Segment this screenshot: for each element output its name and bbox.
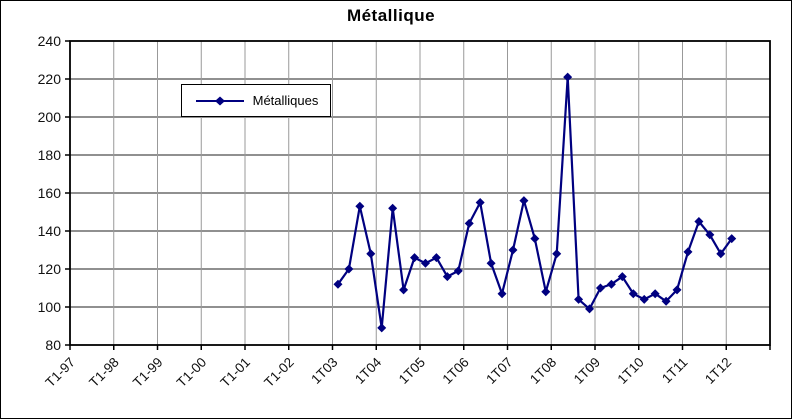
x-tick-label: 1T10 xyxy=(614,355,646,387)
x-tick-label: 1T05 xyxy=(396,355,428,387)
legend-label: Métalliques xyxy=(252,93,319,108)
y-tick-label: 220 xyxy=(38,71,62,87)
legend-line-marker-icon xyxy=(195,96,244,105)
y-tick-label: 120 xyxy=(38,261,62,277)
x-tick-label: 1T12 xyxy=(702,355,734,387)
y-tick-label: 240 xyxy=(38,33,62,49)
x-tick-label: 1T08 xyxy=(527,355,559,387)
x-tick-label: 1T11 xyxy=(659,355,691,387)
x-tick-label: T1-01 xyxy=(218,355,254,391)
y-tick-label: 160 xyxy=(38,185,62,201)
y-tick-label: 100 xyxy=(38,299,62,315)
x-tick-label: 1T07 xyxy=(483,355,515,387)
y-tick-label: 140 xyxy=(38,223,62,239)
x-tick-label: T1-02 xyxy=(261,355,297,391)
chart-title: Métallique xyxy=(346,6,436,25)
y-tick-label: 180 xyxy=(38,147,62,163)
legend: Métalliques xyxy=(181,84,331,117)
y-tick-label: 80 xyxy=(45,337,61,353)
x-tick-label: 1T04 xyxy=(352,354,385,387)
x-tick-label: T1-98 xyxy=(86,355,122,391)
x-tick-label: 1T03 xyxy=(308,355,340,387)
y-tick-label: 200 xyxy=(38,109,62,125)
x-tick-label: T1-00 xyxy=(174,355,210,391)
x-tick-label: T1-97 xyxy=(43,355,79,391)
x-tick-label: 1T06 xyxy=(439,355,471,387)
x-tick-label: 1T09 xyxy=(571,355,603,387)
x-tick-label: T1-99 xyxy=(130,355,166,391)
